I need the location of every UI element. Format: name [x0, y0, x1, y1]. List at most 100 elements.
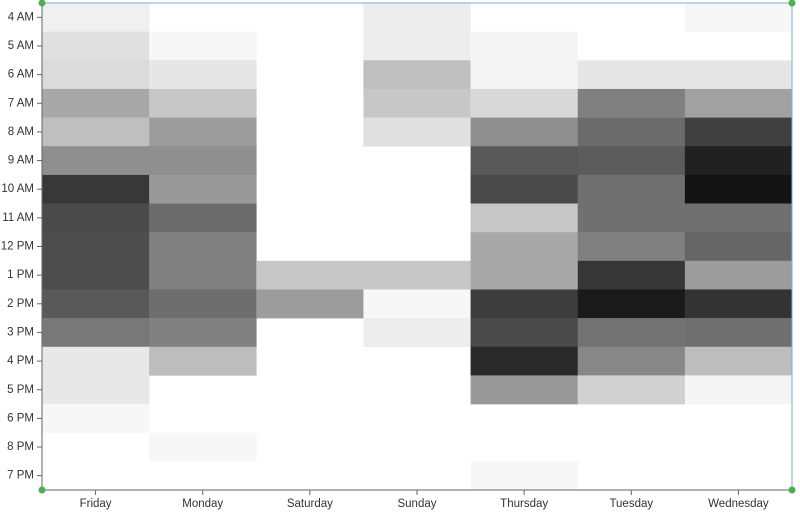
- heat-cell: [363, 289, 471, 319]
- y-tick-label: 12 PM: [1, 241, 34, 253]
- heat-cell: [684, 260, 793, 290]
- heat-cell: [470, 232, 579, 262]
- heat-cell: [470, 60, 579, 90]
- y-tick-label: 7 PM: [7, 470, 34, 482]
- heat-cell: [577, 318, 686, 348]
- heat-cell: [470, 289, 579, 319]
- x-tick-label: Wednesday: [708, 498, 769, 510]
- heat-cell: [470, 346, 579, 376]
- heat-cell: [149, 31, 257, 61]
- y-tick-label: 11 AM: [2, 212, 34, 224]
- x-tick-label: Saturday: [287, 498, 333, 510]
- heat-cell: [470, 31, 579, 61]
- heat-cell: [149, 60, 257, 90]
- heat-cell: [470, 146, 579, 176]
- heat-cell: [363, 117, 471, 147]
- selection-handle[interactable]: [788, 486, 796, 494]
- x-tick-label: Thursday: [500, 498, 548, 510]
- heat-cell: [470, 461, 579, 491]
- heat-cell: [470, 117, 579, 147]
- heat-cell: [470, 375, 579, 405]
- heat-cell: [363, 260, 471, 290]
- heat-cell: [363, 3, 471, 32]
- heat-cell: [42, 60, 150, 90]
- heat-cell: [42, 203, 150, 233]
- heat-cell: [470, 203, 579, 233]
- heat-cell: [149, 146, 257, 176]
- y-tick-label: 8 PM: [7, 441, 34, 453]
- heat-cell: [577, 117, 686, 147]
- y-tick-label: 7 AM: [8, 97, 34, 109]
- heat-cell: [684, 318, 793, 348]
- y-tick-label: 2 PM: [7, 298, 34, 310]
- heat-cell: [470, 318, 579, 348]
- x-tick-label: Tuesday: [609, 498, 653, 510]
- heat-cell: [42, 174, 150, 204]
- heat-cell: [684, 232, 793, 262]
- heat-cell: [256, 289, 364, 319]
- selection-handle[interactable]: [38, 486, 46, 494]
- heat-cell: [363, 31, 471, 61]
- y-tick-label: 4 PM: [7, 355, 34, 367]
- heat-cell: [684, 289, 793, 319]
- heat-cell: [684, 3, 793, 32]
- heat-cell: [577, 289, 686, 319]
- heat-cell: [470, 260, 579, 290]
- y-tick-label: 1 PM: [7, 269, 34, 281]
- heat-cell: [149, 203, 257, 233]
- heat-cell: [684, 346, 793, 376]
- heat-cell: [149, 346, 257, 376]
- heat-cell: [577, 146, 686, 176]
- cells: [42, 3, 793, 491]
- heat-cell: [149, 88, 257, 118]
- heat-cell: [577, 203, 686, 233]
- heat-cell: [684, 88, 793, 118]
- y-tick-label: 5 PM: [7, 384, 34, 396]
- heat-cell: [42, 232, 150, 262]
- heat-cell: [42, 375, 150, 405]
- heat-cell: [470, 88, 579, 118]
- heat-cell: [684, 174, 793, 204]
- heat-cell: [42, 117, 150, 147]
- y-tick-label: 5 AM: [8, 40, 34, 52]
- selection-handle[interactable]: [788, 0, 796, 7]
- heat-cell: [42, 88, 150, 118]
- y-tick-label: 6 PM: [7, 412, 34, 424]
- heat-cell: [149, 174, 257, 204]
- y-tick-label: 9 AM: [8, 155, 34, 167]
- labels: 4 AM 5 AM 6 AM 7 AM 8 AM 9 AM 10 AM 11 AM 12 PM 1…: [1, 11, 769, 510]
- y-tick-label: 6 AM: [8, 69, 34, 81]
- heat-cell: [577, 174, 686, 204]
- y-tick-label: 8 AM: [8, 126, 34, 138]
- heat-cell: [577, 232, 686, 262]
- heat-cell: [684, 146, 793, 176]
- heat-cell: [149, 432, 257, 462]
- heat-cell: [42, 289, 150, 319]
- heat-cell: [684, 203, 793, 233]
- heat-cell: [42, 318, 150, 348]
- heat-cell: [684, 60, 793, 90]
- heat-cell: [577, 88, 686, 118]
- heat-cell: [149, 117, 257, 147]
- heat-cell: [256, 260, 364, 290]
- heat-cell: [42, 3, 150, 32]
- heat-cell: [149, 260, 257, 290]
- x-tick-label: Sunday: [397, 498, 436, 510]
- x-tick-label: Friday: [80, 498, 112, 510]
- heat-cell: [577, 60, 686, 90]
- heat-cell: [42, 260, 150, 290]
- heat-cell: [363, 88, 471, 118]
- heat-cell: [470, 174, 579, 204]
- y-tick-label: 4 AM: [8, 11, 34, 23]
- heat-cell: [684, 117, 793, 147]
- selection-handle[interactable]: [38, 0, 46, 7]
- y-tick-label: 3 PM: [7, 326, 34, 338]
- heat-cell: [577, 260, 686, 290]
- heat-cell: [42, 346, 150, 376]
- heat-cell: [42, 31, 150, 61]
- heat-cell: [149, 232, 257, 262]
- x-tick-label: Monday: [182, 498, 223, 510]
- heat-cell: [149, 318, 257, 348]
